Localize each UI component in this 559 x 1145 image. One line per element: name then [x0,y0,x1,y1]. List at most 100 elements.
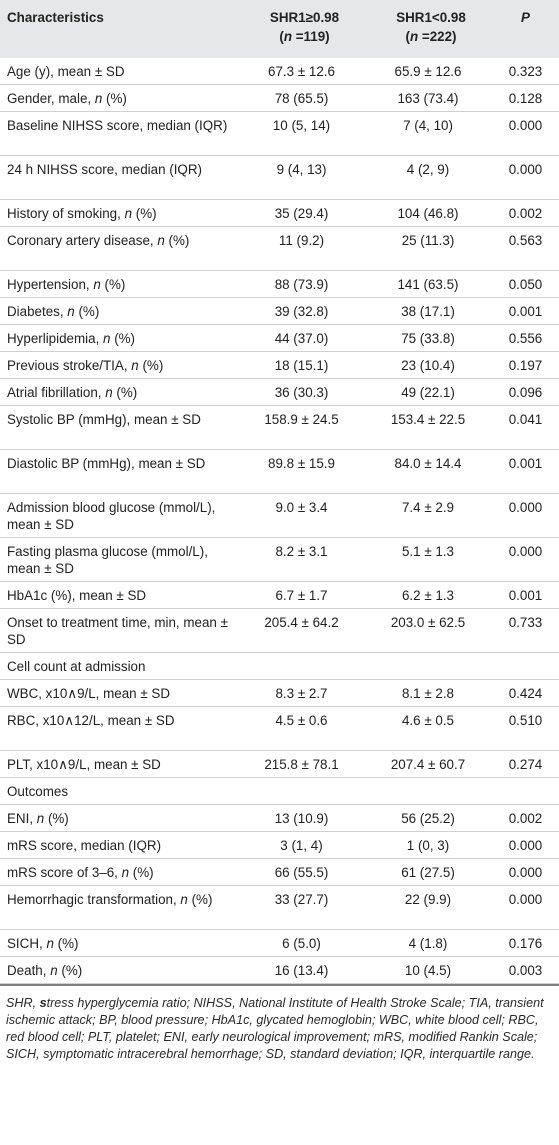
row-p-value: 0.000 [508,118,543,133]
row-value-low: 10 (4.5) [404,963,452,978]
row-value-high: 3 (1, 4) [280,838,323,853]
row-p-value: 0.556 [508,331,543,346]
row-label-prefix: Gender, male, [7,91,95,106]
row-p-value: 0.002 [508,811,543,826]
row-value-high: 89.8 ± 15.9 [268,456,335,471]
table-row: Fasting plasma glucose (mmol/L), mean ± … [0,538,559,582]
row-label-n: n [105,385,113,400]
row-value-low: 56 (25.2) [401,811,455,826]
row-p-value: 0.274 [508,757,543,772]
table-bottom-rule [0,984,559,986]
row-value-high: 78 (65.5) [274,91,329,106]
row-label: RBC, x10∧12/L, mean ± SD [7,713,175,728]
row-label: Diabetes, n (%) [0,303,239,320]
row-label-n: n [36,811,45,826]
row-value-high: 44 (37.0) [274,331,329,346]
row-label-suffix: (%) [44,811,69,826]
row-label-n: n [103,331,111,346]
row-value-high: 8.3 ± 2.7 [275,686,328,701]
row-p-value: 0.000 [508,838,543,853]
table-row: Age (y), mean ± SD 67.3 ± 12.6 65.9 ± 12.6… [0,58,559,85]
footnote-bold-s: s [39,996,47,1010]
row-label-n: n [157,233,165,248]
row-label: Outcomes [7,784,69,799]
table-row: Outcomes [0,778,559,805]
row-value-low: 84.0 ± 14.4 [394,456,462,471]
table-row: Hyperlipidemia, n (%) 44 (37.0) 75 (33.8) 0… [0,325,559,352]
row-value-high: 215.8 ± 78.1 [264,757,339,772]
row-value-low: 104 (46.8) [397,206,459,221]
row-value-high: 9 (4, 13) [276,162,327,177]
header-characteristics: Characteristics [7,10,104,25]
header-group-low-label: SHR1<0.98 [396,10,466,25]
header-group-high-label: SHR1≥0.98 [269,10,340,25]
row-label-n: n [131,358,139,373]
row-label: Baseline NIHSS score, median (IQR) [7,118,228,133]
row-label-suffix: (%) [53,936,79,951]
row-p-value: 0.733 [508,615,543,630]
row-label: Previous stroke/TIA, n (%) [0,357,239,374]
table-row: HbA1c (%), mean ± SD 6.7 ± 1.7 6.2 ± 1.3 0.… [0,582,559,609]
row-label: Hemorrhagic transformation, n (%) [0,891,239,908]
row-value-low: 25 (11.3) [401,233,455,248]
row-label-suffix: (%) [102,91,127,106]
row-label-prefix: Atrial fibrillation, [7,385,106,400]
row-value-high: 4.5 ± 0.6 [275,713,328,728]
row-value-high: 6 (5.0) [282,936,321,951]
row-label: Diastolic BP (mmHg), mean ± SD [7,456,206,471]
row-label: HbA1c (%), mean ± SD [7,588,147,603]
row-label-prefix: Previous stroke/TIA, [7,358,132,373]
row-p-value: 0.000 [508,865,543,880]
table-row: Atrial fibrillation, n (%) 36 (30.3) 49 (2… [0,379,559,406]
table-row: 24 h NIHSS score, median (IQR) 9 (4, 13) 4… [0,156,559,200]
row-value-low: 141 (63.5) [397,277,459,292]
row-p-value: 0.176 [508,936,543,951]
table-row: Death, n (%) 16 (13.4) 10 (4.5) 0.003 [0,957,559,984]
header-group-low-n-value: =222) [418,29,457,44]
row-label: Gender, male, n (%) [0,90,239,107]
row-label-suffix: (%) [112,385,138,400]
row-label: Atrial fibrillation, n (%) [0,384,239,401]
row-label-prefix: ENI, [7,811,37,826]
row-label: History of smoking, n (%) [0,205,239,222]
row-p-value: 0.003 [508,963,543,978]
row-p-value: 0.001 [508,456,543,471]
row-value-high: 13 (10.9) [274,811,329,826]
row-label-suffix: (%) [57,963,83,978]
header-p: P [521,10,530,25]
table-row: Systolic BP (mmHg), mean ± SD 158.9 ± 24.… [0,406,559,450]
row-value-low: 8.1 ± 2.8 [401,686,455,701]
row-value-high: 205.4 ± 64.2 [264,615,339,630]
table-row: mRS score of 3–6, n (%) 66 (55.5) 61 (27.5… [0,859,559,886]
row-label-suffix: (%) [74,304,100,319]
row-label-suffix: (%) [100,277,126,292]
row-label-suffix: (%) [132,206,157,221]
row-label: PLT, x10∧9/L, mean ± SD [7,757,161,772]
row-label: WBC, x10∧9/L, mean ± SD [7,686,171,701]
row-label-prefix: History of smoking, [7,206,125,221]
table-row: Coronary artery disease, n (%) 11 (9.2) 25… [0,227,559,271]
row-value-high: 36 (30.3) [274,385,329,400]
row-p-value: 0.041 [508,412,543,427]
row-value-low: 61 (27.5) [401,865,455,880]
row-value-high: 9.0 ± 3.4 [275,500,328,515]
row-label: mRS score, median (IQR) [7,838,162,853]
row-label: Age (y), mean ± SD [7,64,125,79]
row-p-value: 0.050 [508,277,543,292]
row-label: Systolic BP (mmHg), mean ± SD [7,412,201,427]
row-value-high: 8.2 ± 3.1 [275,544,328,559]
header-group-low-n-label: n [409,29,419,44]
row-label: Coronary artery disease, n (%) [0,232,239,249]
row-label: 24 h NIHSS score, median (IQR) [7,162,202,177]
row-label: Fasting plasma glucose (mmol/L), mean ± … [7,544,208,576]
row-value-low: 163 (73.4) [397,91,459,106]
row-value-low: 1 (0, 3) [406,838,450,853]
row-p-value: 0.096 [508,385,543,400]
row-value-high: 35 (29.4) [274,206,329,221]
table-row: Previous stroke/TIA, n (%) 18 (15.1) 23 (1… [0,352,559,379]
table-row: ENI, n (%) 13 (10.9) 56 (25.2) 0.002 [0,805,559,832]
table-header: Characteristics SHR1≥0.98 (n =119) SHR1<… [0,0,559,58]
row-value-low: 203.0 ± 62.5 [390,615,466,630]
table-row: Hypertension, n (%) 88 (73.9) 141 (63.5) 0.… [0,271,559,298]
row-p-value: 0.001 [508,588,543,603]
